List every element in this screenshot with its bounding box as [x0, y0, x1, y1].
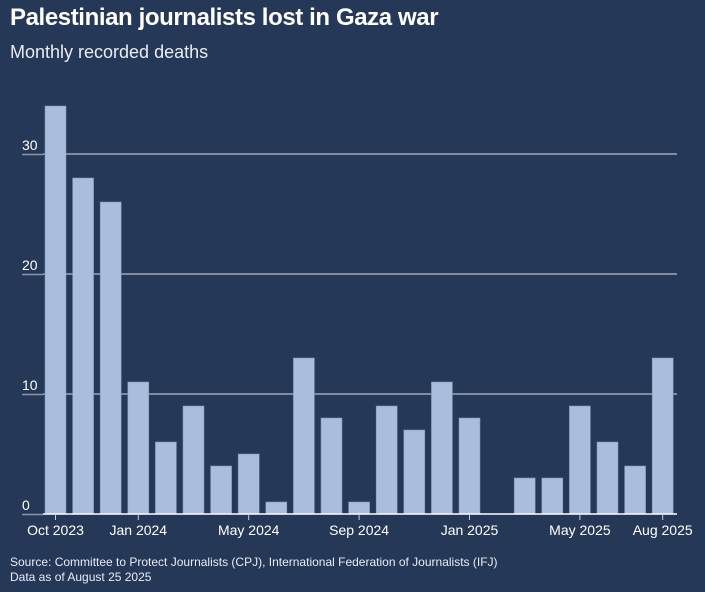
chart-title: Palestinian journalists lost in Gaza war: [10, 4, 439, 31]
bars: [44, 105, 674, 515]
x-tick-label: May 2024: [218, 522, 280, 538]
source-note: Source: Committee to Protect Journalists…: [10, 555, 498, 569]
bar: [513, 477, 536, 515]
x-tick-label: Jan 2025: [441, 522, 499, 538]
bar: [155, 441, 177, 515]
bar: [99, 201, 122, 515]
bar: [320, 417, 343, 515]
bar: [293, 357, 315, 515]
bar: [569, 405, 591, 515]
x-tick-label: Oct 2023: [27, 522, 84, 538]
bar: [348, 501, 370, 515]
x-axis: Oct 2023 Jan 2024 May 2024 Sep 2024 Jan 2025…: [27, 513, 693, 538]
y-tick-label: 10: [22, 377, 38, 393]
bar: [182, 405, 205, 515]
gridlines: [43, 153, 677, 395]
bar: [458, 417, 481, 515]
chart-subtitle: Monthly recorded deaths: [10, 42, 209, 62]
y-tick-label: 0: [22, 497, 30, 513]
bar: [651, 357, 674, 515]
data-date-note: Data as of August 25 2025: [10, 570, 152, 584]
bar: [431, 381, 453, 515]
bar: [596, 441, 619, 515]
bar: [541, 477, 564, 515]
footer: Source: Committee to Protect Journalists…: [10, 555, 498, 585]
bar: [127, 381, 150, 515]
bar: [403, 429, 426, 515]
bar: [265, 501, 288, 515]
x-tick-label: May 2025: [549, 522, 611, 538]
x-tick-label: Sep 2024: [329, 522, 389, 538]
y-axis: 0 10 20 30: [22, 137, 43, 516]
bar: [375, 405, 398, 515]
bar: [72, 177, 94, 515]
bar: [237, 453, 260, 515]
bar: [624, 465, 646, 515]
y-tick-label: 20: [22, 257, 38, 273]
x-tick-label: Aug 2025: [633, 522, 693, 538]
bar: [44, 105, 67, 515]
y-tick-label: 30: [22, 137, 38, 153]
x-tick-label: Jan 2024: [109, 522, 167, 538]
bar: [210, 465, 232, 515]
